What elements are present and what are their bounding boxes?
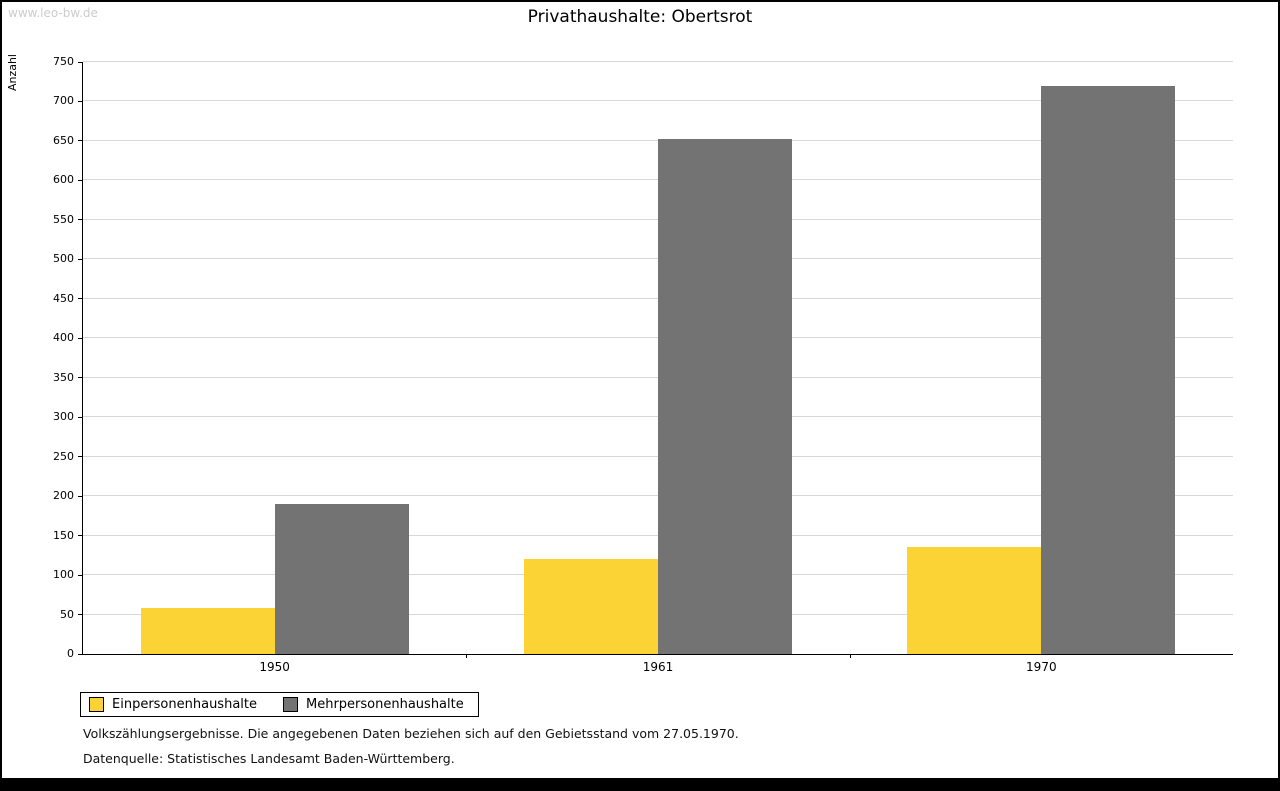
- watermark: www.leo-bw.de: [8, 6, 98, 20]
- y-tick: [78, 140, 83, 142]
- y-tick-label: 300: [53, 410, 74, 424]
- y-tick-label: 700: [53, 94, 74, 108]
- y-tick: [78, 574, 83, 576]
- y-tick: [78, 179, 83, 181]
- x-tick: [466, 654, 468, 658]
- y-tick-label: 200: [53, 489, 74, 503]
- bottom-bar: [2, 778, 1278, 789]
- y-tick: [78, 377, 83, 379]
- legend-item: Einpersonenhaushalte: [89, 697, 257, 712]
- y-tick: [78, 298, 83, 300]
- legend-label: Einpersonenhaushalte: [112, 697, 257, 712]
- gridline: [83, 100, 1233, 102]
- gridline: [83, 61, 1233, 62]
- bar-mehrpersonenhaushalte-1970: [1041, 85, 1176, 654]
- bar-einpersonenhaushalte-1970: [907, 547, 1042, 654]
- y-tick: [78, 614, 83, 616]
- y-tick-label: 750: [53, 55, 74, 68]
- y-tick: [78, 653, 83, 655]
- y-tick-label: 250: [53, 449, 74, 463]
- y-tick: [78, 337, 83, 339]
- x-tick-label: 1950: [259, 660, 290, 674]
- y-axis-title: Anzahl: [6, 54, 19, 92]
- footnote-line: Volkszählungsergebnisse. Die angegebenen…: [83, 726, 739, 741]
- y-tick: [78, 495, 83, 497]
- x-tick-label: 1961: [642, 660, 674, 674]
- plot-area: 0 50 100 150 200 250 300 350 400 450 500 550 600 650 7…: [53, 55, 1233, 674]
- bar-einpersonenhaushalte-1950: [140, 608, 275, 654]
- y-tick: [78, 61, 83, 63]
- y-tick: [78, 416, 83, 418]
- bar-mehrpersonenhaushalte-1961: [658, 139, 792, 654]
- y-tick: [78, 456, 83, 458]
- y-tick-label: 450: [53, 291, 74, 305]
- y-tick-label: 50: [60, 607, 74, 621]
- bar-einpersonenhaushalte-1961: [524, 559, 658, 654]
- y-tick-label: 500: [53, 252, 74, 266]
- x-tick: [849, 654, 851, 658]
- y-tick-label: 600: [53, 173, 74, 187]
- legend-swatch: [89, 697, 104, 712]
- footnote-line: Datenquelle: Statistisches Landesamt Bad…: [83, 751, 455, 766]
- legend-item: Mehrpersonenhaushalte: [283, 697, 464, 712]
- y-tick: [78, 258, 83, 260]
- y-tick-label: 350: [53, 370, 74, 384]
- y-tick: [78, 100, 83, 102]
- bar-mehrpersonenhaushalte-1950: [274, 504, 409, 654]
- y-tick: [78, 535, 83, 537]
- y-tick-label: 0: [67, 647, 74, 660]
- legend-swatch: [283, 697, 298, 712]
- x-tick-label: 1970: [1026, 660, 1057, 674]
- y-tick-label: 100: [53, 568, 74, 582]
- y-tick-label: 550: [53, 212, 74, 226]
- footnotes: Volkszählungsergebnisse. Die angegebenen…: [83, 726, 739, 776]
- chart-title: Privathaushalte: Obertsrot: [527, 7, 753, 27]
- y-tick-label: 150: [53, 528, 74, 542]
- y-tick-label: 650: [53, 133, 74, 147]
- y-tick: [78, 219, 83, 221]
- legend-label: Mehrpersonenhaushalte: [306, 697, 464, 712]
- y-tick-label: 400: [53, 331, 74, 345]
- legend: Einpersonenhaushalte Mehrpersonenhaushalt…: [80, 692, 479, 717]
